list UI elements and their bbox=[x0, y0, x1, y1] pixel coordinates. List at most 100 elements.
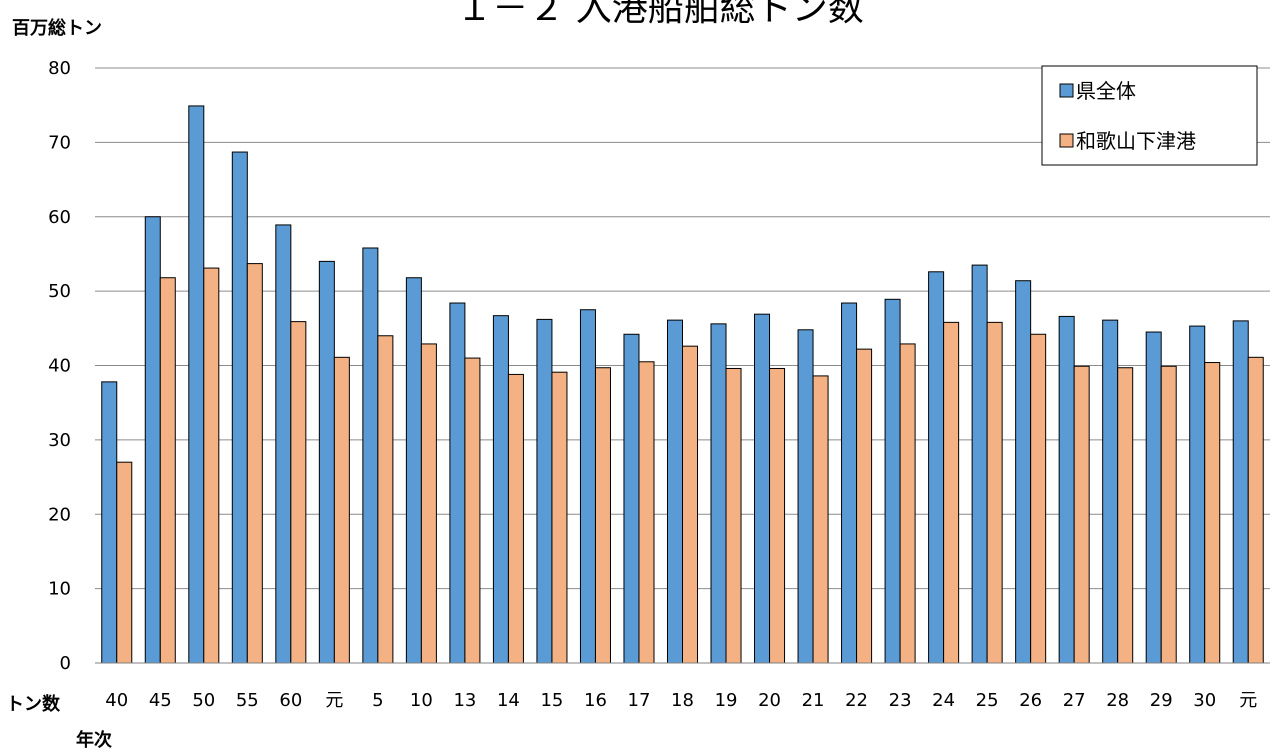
y-tick-label: 70 bbox=[48, 132, 71, 153]
bar-prefecture-18 bbox=[884, 298, 901, 664]
bar-port-25 bbox=[1204, 362, 1221, 664]
x-tick-label: 22 bbox=[845, 690, 868, 711]
bar-port-21 bbox=[1030, 333, 1047, 664]
x-tick-label: 15 bbox=[540, 690, 563, 711]
bar-port-12 bbox=[638, 361, 655, 664]
bar-prefecture-3 bbox=[231, 151, 248, 664]
bar-port-18 bbox=[899, 343, 916, 664]
x-tick-label: 55 bbox=[236, 690, 259, 711]
bar-prefecture-19 bbox=[928, 271, 945, 664]
y-tick-label: 50 bbox=[48, 281, 71, 302]
x-tick-label: 25 bbox=[976, 690, 999, 711]
bar-port-22 bbox=[1073, 365, 1090, 664]
x-tick-label: 60 bbox=[279, 690, 302, 711]
x-tick-label: 30 bbox=[1193, 690, 1216, 711]
bar-port-2 bbox=[203, 267, 220, 664]
bar-port-0 bbox=[116, 461, 133, 664]
x-tick-label: 27 bbox=[1063, 690, 1086, 711]
bar-prefecture-21 bbox=[1015, 280, 1032, 664]
bar-port-10 bbox=[551, 371, 568, 664]
x-tick-label: 18 bbox=[671, 690, 694, 711]
bar-prefecture-7 bbox=[405, 277, 422, 664]
bar-prefecture-0 bbox=[101, 381, 118, 664]
bar-port-9 bbox=[507, 373, 524, 664]
bar-prefecture-25 bbox=[1189, 325, 1206, 664]
bar-port-5 bbox=[333, 356, 350, 664]
bars bbox=[101, 105, 1264, 664]
y-tick-label: 80 bbox=[48, 58, 71, 79]
y-tick-label: 30 bbox=[48, 430, 71, 451]
bar-port-11 bbox=[594, 367, 611, 664]
bar-prefecture-6 bbox=[362, 247, 379, 664]
row-label: トン数 bbox=[6, 693, 61, 715]
bar-port-26 bbox=[1247, 356, 1264, 664]
bar-prefecture-1 bbox=[144, 216, 161, 664]
legend-label: 県全体 bbox=[1076, 79, 1136, 103]
bar-port-7 bbox=[420, 343, 437, 664]
bar-prefecture-4 bbox=[275, 224, 292, 664]
bar-prefecture-15 bbox=[754, 313, 771, 664]
x-tick-label: 13 bbox=[453, 690, 476, 711]
x-tick-label: 20 bbox=[758, 690, 781, 711]
bar-prefecture-20 bbox=[971, 264, 988, 664]
bar-port-19 bbox=[943, 321, 960, 664]
bar-prefecture-9 bbox=[492, 315, 509, 664]
x-tick-label: 29 bbox=[1150, 690, 1173, 711]
x-tick-label: 24 bbox=[932, 690, 955, 711]
bar-prefecture-16 bbox=[797, 329, 814, 664]
bar-port-8 bbox=[464, 357, 481, 664]
x-tick-label: 28 bbox=[1106, 690, 1129, 711]
x-tick-label: 45 bbox=[149, 690, 172, 711]
y-tick-label: 60 bbox=[48, 207, 71, 228]
y-axis-ticks: 0 10 20 30 40 50 60 70 80 bbox=[48, 58, 71, 674]
y-tick-label: 40 bbox=[48, 356, 71, 377]
bar-prefecture-2 bbox=[188, 105, 205, 664]
bar-port-20 bbox=[986, 321, 1003, 664]
legend-swatch bbox=[1059, 83, 1074, 98]
x-tick-label: 元 bbox=[325, 690, 343, 711]
bar-prefecture-17 bbox=[841, 302, 858, 664]
x-tick-label: 19 bbox=[715, 690, 738, 711]
x-tick-label: 10 bbox=[410, 690, 433, 711]
x-tick-label: 50 bbox=[192, 690, 215, 711]
legend-swatch bbox=[1059, 133, 1074, 148]
x-tick-label: 23 bbox=[889, 690, 912, 711]
bar-prefecture-14 bbox=[710, 323, 727, 664]
x-tick-label: 5 bbox=[372, 690, 383, 711]
chart-title: １－２ 入港船舶総トン数 bbox=[456, 0, 863, 29]
bar-port-3 bbox=[246, 263, 263, 664]
y-tick-label: 20 bbox=[48, 504, 71, 525]
bar-prefecture-11 bbox=[579, 309, 596, 664]
bar-prefecture-13 bbox=[666, 319, 683, 664]
bar-prefecture-26 bbox=[1232, 320, 1249, 664]
legend-box bbox=[1041, 65, 1258, 166]
bar-prefecture-8 bbox=[449, 302, 466, 664]
y-axis-unit-label: 百万総トン bbox=[12, 17, 102, 39]
y-tick-label: 10 bbox=[48, 579, 71, 600]
x-tick-label: 17 bbox=[628, 690, 651, 711]
bar-prefecture-12 bbox=[623, 333, 640, 664]
bar-prefecture-10 bbox=[536, 318, 553, 664]
bar-port-1 bbox=[159, 277, 176, 664]
bar-prefecture-5 bbox=[318, 260, 335, 664]
x-tick-label: 21 bbox=[802, 690, 825, 711]
x-tick-label: 26 bbox=[1019, 690, 1042, 711]
bar-port-16 bbox=[812, 375, 829, 664]
legend-label: 和歌山下津港 bbox=[1076, 129, 1196, 153]
bar-port-6 bbox=[377, 335, 394, 664]
bar-port-14 bbox=[725, 367, 742, 664]
y-tick-label: 0 bbox=[60, 653, 71, 674]
bar-port-24 bbox=[1160, 365, 1177, 664]
bar-port-15 bbox=[769, 367, 786, 664]
bar-port-4 bbox=[290, 321, 307, 664]
x-tick-label: 14 bbox=[497, 690, 520, 711]
bar-port-17 bbox=[856, 348, 873, 664]
bar-prefecture-22 bbox=[1058, 315, 1075, 664]
x-axis-ticks: 40 45 50 55 60 元 5 10 13 14 15 16 17 18 19 20 21 22 23 24 25… bbox=[105, 690, 1257, 711]
bar-prefecture-23 bbox=[1102, 319, 1119, 664]
x-tick-label: 元 bbox=[1239, 690, 1257, 711]
bar-prefecture-24 bbox=[1145, 331, 1162, 664]
x-axis-label: 年次 bbox=[76, 729, 112, 751]
